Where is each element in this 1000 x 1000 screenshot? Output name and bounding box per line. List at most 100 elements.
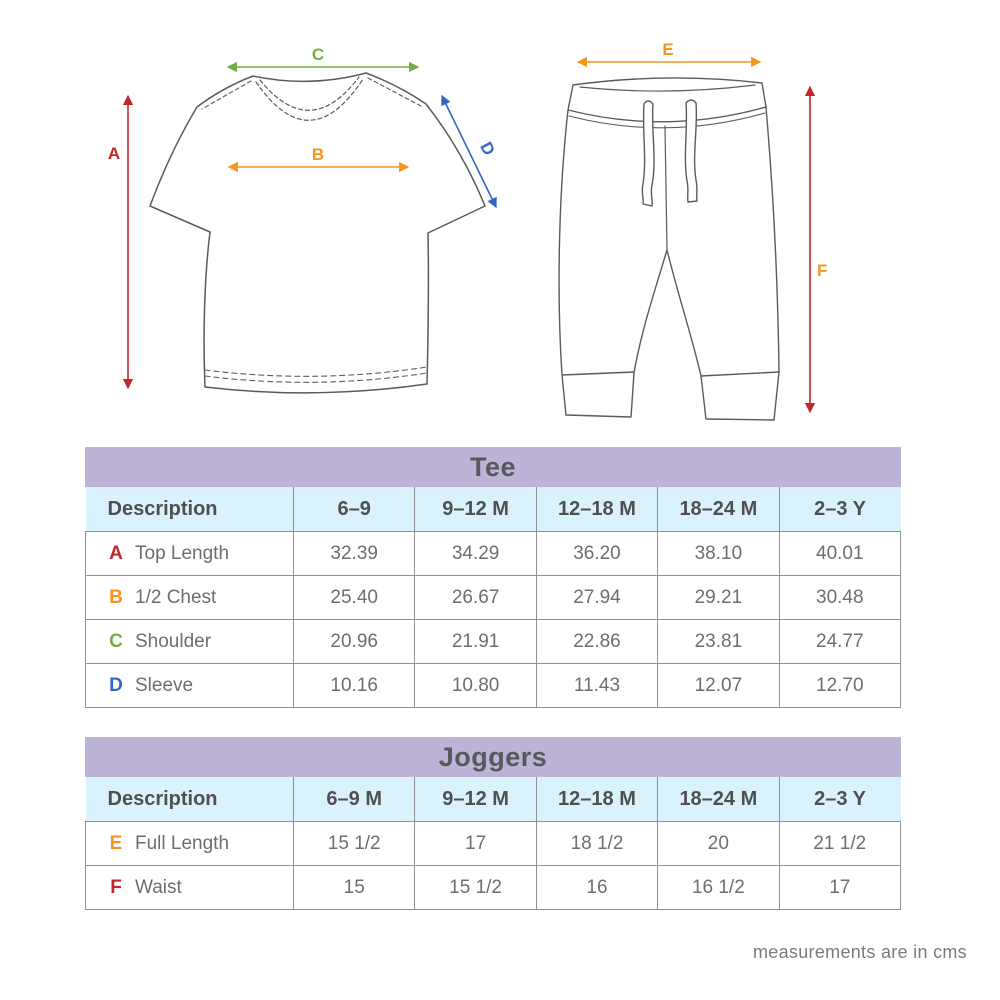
joggers-col-size-2: 9–12 M — [414, 777, 537, 822]
tee-col-size-2: 9–12 M — [414, 487, 537, 532]
value-cell: 18 1/2 — [535, 821, 659, 866]
tee-shoulder-stitch-right — [367, 77, 422, 107]
drawstring-left-cord — [641, 100, 655, 207]
drawstring-right-cord — [684, 99, 698, 203]
table-row-full-length: E Full Length 15 1/2 17 18 1/2 20 21 1/2 — [85, 821, 902, 866]
table-row-top-length: A Top Length 32.39 34.29 36.20 38.10 40.0… — [85, 531, 902, 576]
row-description-cell: D Sleeve — [85, 663, 294, 708]
row-label: Shoulder — [135, 630, 212, 652]
tee-col-size-4: 18–24 M — [657, 487, 780, 532]
dimension-label-b: B — [312, 145, 324, 164]
row-key-letter: E — [109, 832, 123, 854]
table-row-half-chest: B 1/2 Chest 25.40 26.67 27.94 29.21 30.48 — [85, 575, 902, 620]
joggers-drawing — [558, 77, 780, 421]
dimension-label-a: A — [108, 144, 120, 163]
value-cell: 20 — [657, 821, 780, 866]
dimension-arrows — [122, 56, 816, 414]
value-cell: 11.43 — [535, 663, 659, 708]
joggers-size-table: Joggers Description 6–9 M 9–12 M 12–18 M… — [85, 737, 902, 910]
dimension-arrow-d — [441, 94, 497, 209]
row-label: Sleeve — [135, 674, 194, 696]
value-cell: 16 — [535, 865, 659, 910]
value-cell: 26.67 — [414, 575, 537, 620]
tee-col-size-5: 2–3 Y — [778, 487, 901, 532]
value-cell: 20.96 — [292, 619, 416, 664]
joggers-waistband-seam-2 — [568, 112, 766, 129]
value-cell: 17 — [778, 865, 902, 910]
tee-outline — [149, 72, 486, 394]
garment-diagram: A B C D E F — [108, 40, 828, 421]
value-cell: 38.10 — [657, 531, 780, 576]
table-row-waist: F Waist 15 15 1/2 16 16 1/2 17 — [85, 865, 902, 910]
row-label: Waist — [135, 876, 182, 898]
joggers-col-size-3: 12–18 M — [535, 777, 658, 822]
value-cell: 32.39 — [292, 531, 416, 576]
row-description-cell: F Waist — [85, 865, 294, 910]
table-row-shoulder: C Shoulder 20.96 21.91 22.86 23.81 24.77 — [85, 619, 902, 664]
joggers-drawstring — [641, 99, 698, 207]
tee-col-description: Description — [85, 487, 294, 532]
value-cell: 40.01 — [778, 531, 902, 576]
row-description-cell: C Shoulder — [85, 619, 294, 664]
row-key-letter: A — [109, 542, 123, 564]
joggers-table-title: Joggers — [85, 737, 901, 777]
value-cell: 22.86 — [535, 619, 659, 664]
joggers-waistband-seam-1 — [567, 106, 767, 123]
tee-hem-stitch-1 — [204, 366, 428, 377]
row-key-letter: D — [109, 674, 123, 696]
row-description-cell: A Top Length — [85, 531, 294, 576]
value-cell: 23.81 — [657, 619, 780, 664]
value-cell: 29.21 — [657, 575, 780, 620]
value-cell: 15 1/2 — [292, 821, 416, 866]
tee-hem-stitch-2 — [204, 372, 428, 383]
row-label: Top Length — [135, 542, 230, 564]
tee-table-title: Tee — [85, 447, 901, 487]
joggers-col-size-4: 18–24 M — [657, 777, 780, 822]
value-cell: 16 1/2 — [657, 865, 780, 910]
tee-header-row: Description 6–9 9–12 M 12–18 M 18–24 M 2… — [85, 487, 901, 532]
tee-drawing — [149, 72, 486, 394]
value-cell: 34.29 — [414, 531, 537, 576]
table-row-sleeve: D Sleeve 10.16 10.80 11.43 12.07 12.70 — [85, 663, 902, 708]
value-cell: 15 1/2 — [414, 865, 537, 910]
row-label: 1/2 Chest — [135, 586, 217, 608]
row-key-letter: C — [109, 630, 123, 652]
dimension-letters: A B C D E F — [108, 40, 828, 280]
dimension-label-f: F — [817, 261, 827, 280]
joggers-header-row: Description 6–9 M 9–12 M 12–18 M 18–24 M… — [85, 777, 901, 822]
value-cell: 12.07 — [657, 663, 780, 708]
row-description-cell: E Full Length — [85, 821, 294, 866]
row-key-letter: B — [109, 586, 123, 608]
value-cell: 36.20 — [535, 531, 659, 576]
tee-shoulder-stitch-left — [201, 80, 252, 110]
joggers-rise-seam — [664, 125, 668, 251]
value-cell: 30.48 — [778, 575, 902, 620]
value-cell: 10.16 — [292, 663, 416, 708]
tee-collar-rib-inner — [259, 76, 360, 111]
value-cell: 25.40 — [292, 575, 416, 620]
row-key-letter: F — [110, 876, 122, 898]
tee-size-table: Tee Description 6–9 9–12 M 12–18 M 18–24… — [85, 447, 902, 708]
value-cell: 10.80 — [414, 663, 537, 708]
dimension-label-e: E — [662, 40, 673, 59]
joggers-col-description: Description — [85, 777, 294, 822]
dimension-label-c: C — [312, 45, 324, 64]
value-cell: 17 — [414, 821, 537, 866]
joggers-col-size-5: 2–3 Y — [778, 777, 901, 822]
tee-col-size-3: 12–18 M — [535, 487, 658, 532]
dimension-label-d: D — [476, 139, 499, 159]
joggers-col-size-1: 6–9 M — [292, 777, 415, 822]
joggers-outline — [558, 77, 780, 421]
joggers-cuff-seam-right — [700, 371, 780, 377]
value-cell: 21.91 — [414, 619, 537, 664]
joggers-waist-opening — [579, 84, 756, 92]
value-cell: 12.70 — [778, 663, 902, 708]
row-label: Full Length — [135, 832, 230, 854]
row-description-cell: B 1/2 Chest — [85, 575, 294, 620]
value-cell: 15 — [292, 865, 416, 910]
measurement-unit-note: measurements are in cms — [753, 942, 967, 962]
value-cell: 24.77 — [778, 619, 902, 664]
value-cell: 21 1/2 — [778, 821, 902, 866]
value-cell: 27.94 — [535, 575, 659, 620]
